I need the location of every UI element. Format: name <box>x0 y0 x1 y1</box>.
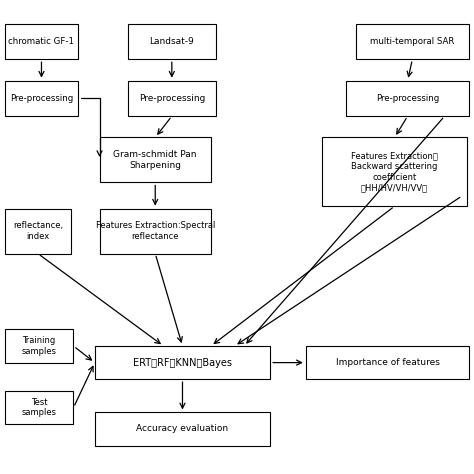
Text: multi-temporal SAR: multi-temporal SAR <box>370 37 455 46</box>
FancyBboxPatch shape <box>5 391 73 424</box>
Text: Pre-processing: Pre-processing <box>138 94 205 103</box>
FancyBboxPatch shape <box>128 24 216 59</box>
Text: reflectance,
index: reflectance, index <box>13 221 63 241</box>
Text: ERT、RF、KNN、Bayes: ERT、RF、KNN、Bayes <box>133 357 232 368</box>
FancyBboxPatch shape <box>322 137 467 206</box>
Text: Features Extraction:Spectral
reflectance: Features Extraction:Spectral reflectance <box>96 221 215 241</box>
FancyBboxPatch shape <box>5 81 78 116</box>
Text: Landsat-9: Landsat-9 <box>149 37 194 46</box>
Text: Training
samples: Training samples <box>22 337 56 356</box>
FancyBboxPatch shape <box>100 137 211 182</box>
Text: Gram-schmidt Pan
Sharpening: Gram-schmidt Pan Sharpening <box>113 150 197 170</box>
Text: Accuracy evaluation: Accuracy evaluation <box>137 425 228 433</box>
FancyBboxPatch shape <box>95 346 270 379</box>
FancyBboxPatch shape <box>5 24 78 59</box>
FancyBboxPatch shape <box>5 329 73 363</box>
FancyBboxPatch shape <box>95 412 270 446</box>
FancyBboxPatch shape <box>5 209 71 254</box>
Text: Importance of features: Importance of features <box>336 358 439 367</box>
Text: chromatic GF-1: chromatic GF-1 <box>9 37 74 46</box>
FancyBboxPatch shape <box>346 81 469 116</box>
FancyBboxPatch shape <box>306 346 469 379</box>
FancyBboxPatch shape <box>100 209 211 254</box>
FancyBboxPatch shape <box>356 24 469 59</box>
Text: Features Extraction：
Backward scattering
coefficient
（HH/HV/VH/VV）: Features Extraction： Backward scattering… <box>351 152 438 192</box>
Text: Pre-processing: Pre-processing <box>376 94 439 103</box>
Text: Pre-processing: Pre-processing <box>10 94 73 103</box>
Text: Test
samples: Test samples <box>22 398 56 417</box>
FancyBboxPatch shape <box>128 81 216 116</box>
